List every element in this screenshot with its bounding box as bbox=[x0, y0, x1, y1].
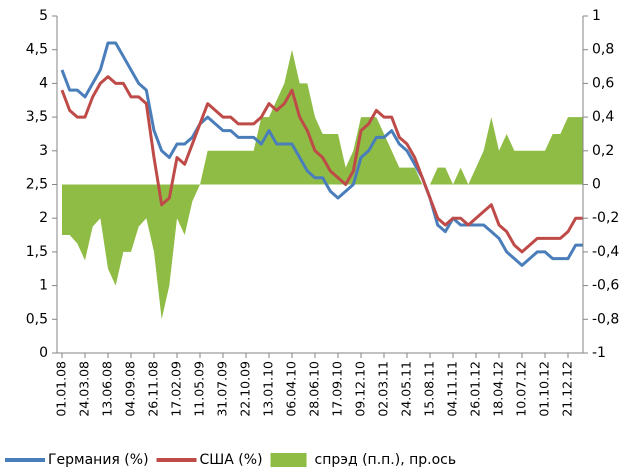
x-tick-label: 13.01.10 bbox=[261, 361, 276, 417]
y-tick-label: 4,5 bbox=[26, 42, 48, 58]
y-tick-label: 3,5 bbox=[26, 109, 48, 125]
legend-label: США (%) bbox=[200, 452, 263, 468]
x-tick-label: 17.02.09 bbox=[169, 361, 184, 417]
y-tick-label: 0 bbox=[39, 345, 48, 361]
x-tick-label: 18.04.12 bbox=[491, 361, 506, 417]
legend-swatch bbox=[270, 453, 307, 467]
y-tick-label: 4 bbox=[39, 75, 48, 91]
y2-tick-label: -0,2 bbox=[592, 210, 619, 226]
y-tick-label: 2 bbox=[39, 210, 48, 226]
x-tick-label: 06.04.10 bbox=[284, 361, 299, 417]
x-tick-label: 04.11.11 bbox=[445, 361, 460, 417]
x-tick-label: 17.09.10 bbox=[330, 361, 345, 417]
legend-label: спрэд (п.п.), пр.ось bbox=[315, 452, 457, 468]
y-tick-label: 3 bbox=[39, 143, 48, 159]
x-tick-label: 31.07.09 bbox=[215, 361, 230, 417]
y-tick-label: 5 bbox=[39, 8, 48, 24]
x-tick-label: 24.05.11 bbox=[399, 361, 414, 417]
y-tick-label: 2,5 bbox=[26, 177, 48, 193]
x-tick-label: 21.12.12 bbox=[560, 361, 575, 417]
y2-tick-label: 0,6 bbox=[592, 75, 614, 91]
x-tick-label: 13.06.08 bbox=[100, 361, 115, 417]
spread-area bbox=[62, 49, 584, 320]
y2-tick-label: -0,4 bbox=[592, 244, 619, 260]
y2-tick-label: 0 bbox=[592, 177, 601, 193]
x-tick-label: 26.11.08 bbox=[146, 361, 161, 417]
x-tick-label: 10.07.12 bbox=[514, 361, 529, 417]
x-tick-label: 09.12.10 bbox=[353, 361, 368, 417]
y-tick-label: 0,5 bbox=[26, 311, 48, 327]
x-tick-label: 22.10.09 bbox=[238, 361, 253, 417]
y2-tick-label: 0,2 bbox=[592, 143, 614, 159]
x-tick-label: 01.01.08 bbox=[54, 361, 69, 417]
series-line bbox=[60, 41, 584, 267]
y2-tick-label: -0,6 bbox=[592, 278, 619, 294]
x-tick-label: 24.03.08 bbox=[77, 361, 92, 417]
x-tick-label: 02.03.11 bbox=[376, 361, 391, 417]
y2-tick-label: -1 bbox=[592, 345, 606, 361]
series-line bbox=[60, 75, 584, 254]
x-tick-label: 04.09.08 bbox=[123, 361, 138, 417]
x-tick-label: 26.01.12 bbox=[468, 361, 483, 417]
x-tick-label: 15.08.11 bbox=[422, 361, 437, 417]
y-tick-label: 1,5 bbox=[26, 244, 48, 260]
x-tick-label: 01.10.12 bbox=[537, 361, 552, 417]
y2-tick-label: 0,4 bbox=[592, 109, 614, 125]
x-tick-label: 11.05.09 bbox=[192, 361, 207, 417]
x-tick-label: 28.06.10 bbox=[307, 361, 322, 417]
y2-tick-label: -0,8 bbox=[592, 311, 619, 327]
y-tick-label: 1 bbox=[39, 278, 48, 294]
y2-tick-label: 0,8 bbox=[592, 42, 614, 58]
legend-label: Германия (%) bbox=[48, 452, 149, 468]
y2-tick-label: 1 bbox=[592, 8, 601, 24]
